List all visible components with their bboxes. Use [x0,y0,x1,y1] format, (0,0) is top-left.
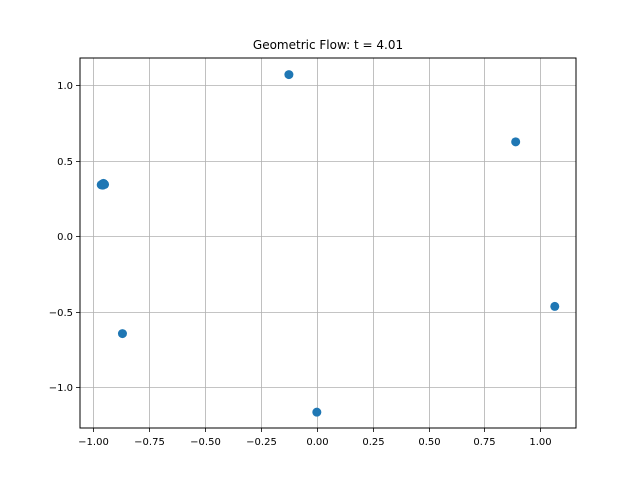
y-tick-label: 0.0 [57,232,73,243]
data-point [100,179,110,189]
x-tick-label: −0.75 [134,437,165,448]
x-tick-label: 0.75 [473,437,495,448]
y-tick-label: −1.0 [49,383,73,394]
x-tick-label: −0.50 [190,437,221,448]
y-tick-label: 0.5 [57,157,73,168]
y-tick-label: −0.5 [49,308,73,319]
data-point [511,137,521,147]
x-tick-label: 0.00 [306,437,328,448]
data-points [96,70,560,417]
y-tick-label: 1.0 [57,81,73,92]
data-point [117,329,127,339]
chart-title: Geometric Flow: t = 4.01 [253,38,403,52]
x-tick-label: −0.25 [246,437,277,448]
x-tick-label: −1.00 [78,437,109,448]
x-tick-label: 0.25 [362,437,384,448]
x-tick-label: 1.00 [529,437,551,448]
data-point [284,70,294,80]
data-point [550,301,560,311]
plot-area-frame [79,57,577,429]
grid-lines [80,58,576,428]
x-tick-label: 0.50 [418,437,440,448]
data-point [312,407,322,417]
axes: −1.00 −0.75 −0.50 −0.25 0.00 0.25 0.50 0.75 1.00… [49,81,552,448]
